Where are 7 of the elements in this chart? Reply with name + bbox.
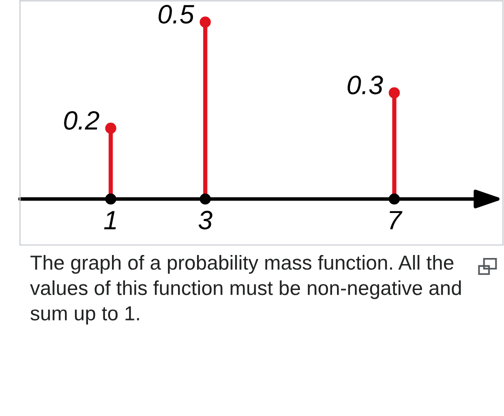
text: The graph of a probability mass function. All the values of this function must be non-negative and sum up to 1. [30, 255, 461, 324]
data-label: 0.3 [348, 76, 383, 94]
data-label: 0.2 [64, 111, 100, 130]
data-label: 0.5 [158, 4, 194, 24]
x-tick-label: 1 [104, 211, 116, 230]
x-tick-label: 7 [390, 211, 402, 230]
x-tick-label: 3 [198, 210, 212, 230]
